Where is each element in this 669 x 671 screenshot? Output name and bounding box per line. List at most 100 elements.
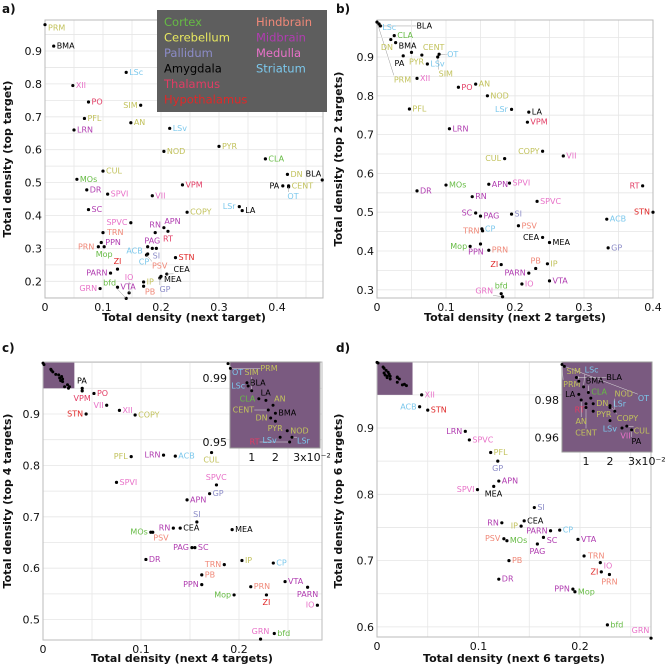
inset-point-label: DN [255, 414, 267, 423]
legend-entry-thalamus: Thalamus [163, 77, 220, 91]
point-label: SIM [439, 70, 453, 79]
data-point-VII [561, 154, 565, 158]
point-label: TRN [462, 226, 479, 235]
data-point-LSr [509, 107, 514, 111]
point-label: CEA [527, 516, 544, 525]
point-label: GP [159, 285, 170, 294]
data-point-SPVI [475, 488, 480, 492]
inset-point-AN [271, 403, 275, 407]
data-point-OT [437, 52, 441, 56]
data-point-LA [57, 373, 61, 377]
data-point-PA [401, 54, 405, 58]
y-tick-label: 0.7 [357, 129, 375, 142]
point-label: PARN [86, 269, 107, 278]
data-point-APN [497, 479, 501, 483]
point-label: PARN [526, 526, 547, 535]
data-point-COPY [133, 413, 137, 417]
point-label: BMA [57, 42, 75, 51]
data-point-GP [606, 246, 610, 250]
data-point-PB [534, 266, 538, 271]
y-tick-label: 0.2 [25, 275, 43, 288]
point-label: CLA [397, 31, 413, 40]
inset-point-label: PA [631, 437, 641, 446]
point-label: PSV [153, 534, 169, 543]
y-tick-label: 0.3 [357, 284, 375, 297]
data-point-SC [474, 211, 478, 215]
point-label: Mop [578, 587, 595, 596]
point-label: GP [611, 243, 622, 252]
point-label: PARN [504, 269, 525, 278]
y-tick-label: 0.9 [23, 408, 41, 421]
data-point-PB [142, 284, 146, 288]
point-label: SPVI [120, 478, 138, 487]
data-point-TRN [480, 229, 485, 233]
point-label: TRN [106, 228, 123, 237]
point-label: bfd [103, 279, 116, 288]
x-axis-label: Total density (next target) [102, 311, 266, 324]
data-point-OT [376, 361, 380, 365]
data-point-ZI [115, 267, 120, 271]
data-point-ZI [499, 262, 503, 267]
point-label: LRN [145, 451, 161, 460]
point-label: RT [163, 234, 173, 243]
point-label: PARN [297, 590, 318, 599]
y-tick-label: 0.4 [357, 245, 375, 258]
inset-point-label: BMA [278, 409, 296, 418]
inset-point-label: PYR [596, 410, 612, 419]
data-point-GRN [500, 295, 505, 299]
data-point-VII [400, 383, 404, 387]
data-point-CENT [420, 53, 424, 57]
point-label: COPY [518, 147, 540, 156]
point-label: RN [149, 221, 161, 230]
point-label: NOD [167, 147, 185, 156]
y-tick-label: 0.9 [357, 51, 375, 64]
y-tick-label: 0.7 [357, 555, 375, 568]
data-point-LA [527, 110, 531, 114]
data-point-LSc [377, 22, 381, 26]
point-label: CP [139, 257, 150, 266]
point-label: IO [525, 279, 534, 288]
y-tick-label: 0.6 [25, 144, 43, 157]
data-point-TRN [222, 563, 226, 567]
inset-point-AN [579, 398, 583, 402]
y-tick-label: 0.9 [25, 45, 43, 58]
point-label: STN [431, 406, 447, 415]
data-point-VPM [525, 120, 530, 124]
point-label: PPN [105, 238, 121, 247]
inset-point-SIM [577, 379, 581, 383]
data-point-LSv [63, 385, 67, 389]
point-label: APN [492, 180, 508, 189]
data-point-RT [166, 229, 170, 233]
data-point-CP [558, 528, 562, 532]
point-label: VII [566, 151, 576, 160]
inset-point-label: NOD [290, 426, 308, 435]
point-label: SI [193, 510, 200, 519]
data-point-SIM [51, 370, 55, 374]
data-point-XII [71, 83, 75, 88]
data-point-CLA [392, 34, 396, 38]
point-label: MEA [553, 238, 571, 247]
point-label: DN [290, 170, 302, 179]
inset-point-NOD [613, 409, 617, 413]
point-label: BLA [416, 21, 432, 30]
point-label: DR [420, 186, 432, 195]
data-point-CEA [541, 235, 545, 240]
data-point-APN [487, 182, 491, 186]
point-label: SPVC [206, 473, 227, 482]
data-point-RN [500, 521, 504, 525]
point-label: NOD [490, 91, 508, 100]
legend-entry-pallidum: Pallidum [164, 46, 213, 60]
x-tick-label: 0.4 [268, 301, 286, 314]
point-label: bfd [495, 282, 508, 291]
point-label: VII [93, 401, 103, 410]
data-point-CUL [209, 450, 214, 455]
point-label: MEA [164, 275, 182, 284]
data-point-CP [271, 561, 275, 565]
point-label: ACB [400, 402, 416, 411]
legend-entry-cerebellum: Cerebellum [164, 31, 230, 45]
point-label: PA [269, 181, 279, 190]
data-point-VPM [80, 389, 84, 393]
point-label: PB [531, 256, 541, 265]
plot-frame [376, 19, 654, 299]
point-label: LSr [495, 105, 509, 114]
